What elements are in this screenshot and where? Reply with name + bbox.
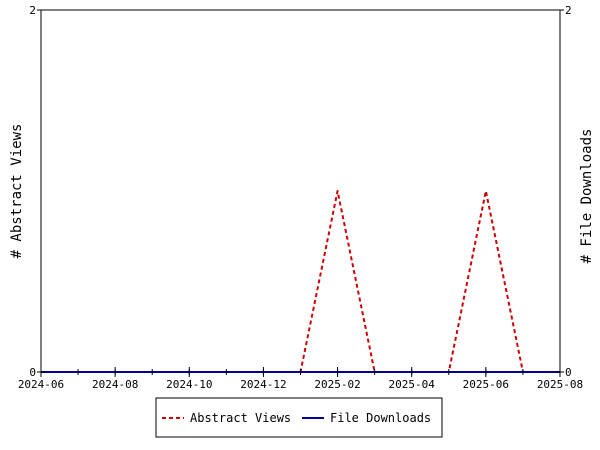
legend-label-abstract-views: Abstract Views [190,411,291,425]
y-left-tick-label: 0 [29,366,36,379]
y-axis-left-title: # Abstract Views [9,124,25,259]
x-tick-label: 2024-06 [18,378,64,391]
x-tick-label: 2024-12 [240,378,286,391]
x-tick-label: 2024-10 [166,378,212,391]
legend-box [155,397,443,438]
x-tick-label: 2025-04 [389,378,436,391]
x-axis: 2024-06 2024-08 2024-10 2024-12 2025-02 2025-… [18,367,583,391]
x-tick-label: 2025-08 [537,378,583,391]
y-left-tick-label: 2 [29,4,36,17]
y-right-tick-label: 0 [565,366,572,379]
legend-label-file-downloads: File Downloads [330,411,431,425]
x-tick-label: 2024-08 [92,378,138,391]
y-axis-right: 02 [556,4,572,379]
y-right-tick-label: 2 [565,4,572,17]
y-axis-right-title: # File Downloads [579,129,595,264]
y-axis-left: 02 [29,4,45,379]
plot-frame [40,9,561,373]
x-tick-label: 2025-02 [314,378,360,391]
x-tick-label: 2025-06 [463,378,509,391]
legend: Abstract Views File Downloads [155,397,443,438]
plot-area [40,9,561,373]
